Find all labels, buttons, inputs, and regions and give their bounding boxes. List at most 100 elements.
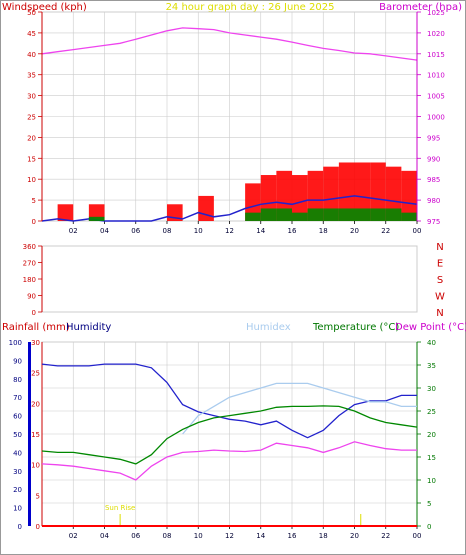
x-tick-label: 04 — [100, 532, 109, 540]
wind-direction-panel: 0 90 180 270 360 — [23, 243, 418, 317]
windspeed-tick-label: 50 — [27, 9, 36, 17]
wind-barometer-panel: 0510152025303540455097598098599099510001… — [27, 9, 445, 235]
windspeed-tick-label: 10 — [27, 176, 36, 184]
direction-letter: W — [435, 292, 445, 303]
series-wind-lull-bar — [88, 216, 105, 221]
series-wind-lull-bar — [323, 208, 339, 221]
sunrise-label: Sun Rise — [105, 504, 135, 512]
humidity-tick-label: 10 — [13, 505, 22, 513]
dewpoint-axis-label: Dew Point (°C) — [395, 322, 466, 333]
series-wind-lull-bar — [292, 212, 308, 221]
series-wind-gust-bar — [276, 170, 292, 221]
x-tick-label: 08 — [163, 532, 172, 540]
windspeed-tick-label: 5 — [32, 197, 36, 205]
temperature-tick-label: 30 — [427, 385, 436, 393]
series-wind-gust-bar — [338, 162, 355, 221]
temperature-tick-label: 20 — [427, 431, 436, 439]
rainfall-tick-label: 20 — [31, 400, 40, 408]
series-wind-gust-bar — [292, 175, 308, 221]
x-tick-label: 14 — [256, 227, 265, 235]
windspeed-tick-label: 15 — [27, 155, 36, 163]
humidity-tick-label: 30 — [13, 468, 22, 476]
series-barometer-line — [41, 27, 418, 61]
windspeed-tick-label: 40 — [27, 51, 36, 59]
windspeed-tick-label: 45 — [27, 30, 36, 38]
rainfall-axis-label: Rainfall (mm) — [2, 322, 70, 333]
windspeed-tick-label: 35 — [27, 72, 36, 80]
x-tick-label: 20 — [350, 532, 359, 540]
barometer-tick-label: 1000 — [427, 114, 445, 122]
series-wind-gust-bar — [401, 170, 417, 221]
series-wind-lull-bar — [245, 212, 261, 221]
barometer-tick-label: 1010 — [427, 72, 445, 80]
temperature-tick-label: 40 — [427, 339, 436, 347]
direction-letter: S — [437, 275, 443, 286]
humidity-tick-label: 100 — [9, 339, 22, 347]
humidity-tick-label: 50 — [13, 431, 22, 439]
series-dew-point-line — [41, 441, 417, 481]
humidity-tick-label: 90 — [13, 357, 22, 365]
x-tick-label: 04 — [100, 227, 109, 235]
windspeed-tick-label: 20 — [27, 134, 36, 142]
humidity-temperature-panel: 0102030405060708090100051015202530051015… — [9, 339, 436, 540]
temperature-tick-label: 35 — [427, 362, 436, 370]
windspeed-tick-label: 0 — [32, 218, 36, 226]
graph-title: 24 hour graph day : 26 June 2025 — [166, 2, 335, 13]
barometer-axis-label: Barometer (hpa) — [379, 2, 462, 13]
direction-tick-label: 90 — [27, 293, 36, 301]
series-wind-gust-bar — [354, 162, 371, 221]
barometer-tick-label: 990 — [427, 155, 440, 163]
x-tick-label: 22 — [381, 532, 390, 540]
humidity-tick-label: 0 — [18, 523, 22, 531]
x-tick-label: 06 — [131, 227, 140, 235]
humidity-tick-label: 40 — [13, 449, 22, 457]
x-tick-label: 14 — [256, 532, 265, 540]
humidity-tick-label: 80 — [13, 376, 22, 384]
direction-letter: N — [436, 242, 443, 253]
series-wind-lull-bar — [338, 208, 355, 221]
x-tick-label: 02 — [69, 227, 78, 235]
rainfall-tick-label: 25 — [31, 370, 40, 378]
humidity-tick-label: 20 — [13, 486, 22, 494]
rainfall-tick-label: 15 — [31, 431, 40, 439]
direction-tick-label: 270 — [23, 260, 36, 268]
series-wind-lull-bar — [276, 208, 292, 221]
barometer-tick-label: 1020 — [427, 30, 445, 38]
temperature-tick-label: 15 — [427, 454, 436, 462]
windspeed-tick-label: 30 — [27, 93, 36, 101]
humidity-axis-label: Humidity — [66, 322, 111, 333]
direction-tick-label: 180 — [23, 276, 36, 284]
series-wind-lull-bar — [385, 208, 402, 221]
barometer-tick-label: 1015 — [427, 51, 445, 59]
humidity-axis-bar — [28, 342, 31, 526]
temperature-tick-label: 25 — [427, 408, 436, 416]
rainfall-tick-label: 0 — [36, 523, 40, 531]
windspeed-axis-label: Windspeed (kph) — [2, 2, 87, 13]
humidity-tick-label: 70 — [13, 394, 22, 402]
series-wind-lull-bar — [307, 208, 324, 221]
direction-letter: N — [436, 308, 443, 319]
series-wind-gust-bar — [198, 195, 214, 221]
windspeed-tick-label: 25 — [27, 114, 36, 122]
x-tick-label: 06 — [131, 532, 140, 540]
series-wind-gust-bar — [245, 183, 261, 221]
x-tick-label: 16 — [288, 532, 297, 540]
barometer-tick-label: 995 — [427, 134, 440, 142]
x-tick-label: 10 — [194, 532, 203, 540]
series-humidity-line — [41, 363, 417, 439]
barometer-tick-label: 985 — [427, 176, 440, 184]
temperature-axis-label: Temperature (°C) — [312, 322, 399, 333]
series-wind-lull-bar — [370, 208, 386, 221]
x-tick-label: 08 — [163, 227, 172, 235]
series-temperature-line — [41, 405, 418, 465]
barometer-tick-label: 975 — [427, 218, 440, 226]
barometer-tick-label: 1025 — [427, 9, 445, 17]
series-humidex-line — [182, 382, 417, 435]
x-tick-label: 00 — [413, 227, 422, 235]
rainfall-tick-label: 10 — [31, 462, 40, 470]
series-wind-gust-bar — [385, 166, 402, 221]
temperature-tick-label: 0 — [427, 523, 431, 531]
